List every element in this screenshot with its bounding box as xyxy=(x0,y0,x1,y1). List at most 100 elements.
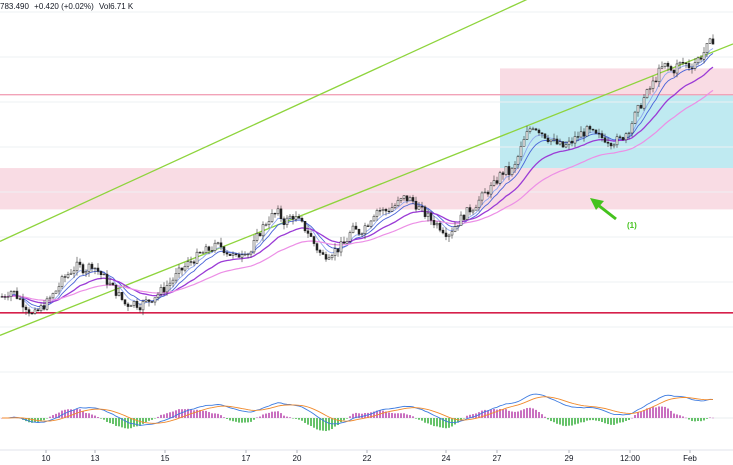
osc-histogram-bar xyxy=(340,418,342,423)
osc-histogram-bar xyxy=(532,408,534,418)
candle-body xyxy=(459,214,463,226)
candle-body xyxy=(288,215,292,219)
candle-body xyxy=(120,292,124,300)
candle-body xyxy=(222,246,226,254)
candle-body xyxy=(696,57,700,63)
candle-body xyxy=(603,137,607,143)
osc-histogram-bar xyxy=(595,418,597,421)
candle-body xyxy=(225,252,229,255)
candle-body xyxy=(375,210,379,217)
osc-histogram-bar xyxy=(403,413,405,418)
osc-histogram-bar xyxy=(487,410,489,418)
osc-histogram-bar xyxy=(145,418,147,423)
candle-body xyxy=(324,254,328,260)
candle-body xyxy=(108,282,112,285)
lower-pink-zone xyxy=(0,168,733,210)
candle-body xyxy=(9,291,13,297)
candle-body xyxy=(606,141,610,144)
candle-body xyxy=(3,296,7,298)
osc-histogram-bar xyxy=(241,418,243,423)
candle-body xyxy=(660,66,664,69)
x-tick-label: 13 xyxy=(91,454,100,463)
osc-histogram-bar xyxy=(100,418,102,419)
candle-body xyxy=(144,299,148,302)
osc-histogram-bar xyxy=(280,413,282,418)
candle-body xyxy=(417,206,421,210)
candle-body xyxy=(594,129,598,134)
candle-body xyxy=(453,226,457,232)
osc-histogram-bar xyxy=(268,412,270,418)
ema-fast-line xyxy=(1,48,714,310)
candle-body xyxy=(66,274,70,278)
osc-histogram-bar xyxy=(115,418,117,426)
candle-body xyxy=(30,312,34,315)
candle-body xyxy=(639,105,643,109)
x-tick-label: Feb xyxy=(683,454,697,463)
candle-body xyxy=(699,57,703,60)
osc-histogram-bar xyxy=(553,418,555,423)
candle-body xyxy=(435,222,439,226)
x-tick-label: 12:00 xyxy=(620,454,641,463)
candle-body xyxy=(216,242,220,244)
candle-body xyxy=(114,284,118,296)
osc-histogram-bar xyxy=(157,416,159,418)
candle-body xyxy=(21,298,25,308)
osc-histogram-bar xyxy=(412,416,414,418)
candle-body xyxy=(384,208,388,212)
osc-histogram-bar xyxy=(256,417,258,418)
macd-line xyxy=(2,393,714,426)
candle-body xyxy=(237,254,241,258)
x-tick-label: 20 xyxy=(293,454,302,463)
osc-histogram-bar xyxy=(349,416,351,418)
candle-body xyxy=(267,221,271,225)
osc-histogram-bar xyxy=(469,414,471,418)
candle-body xyxy=(6,296,10,298)
candle-body xyxy=(558,141,562,145)
osc-histogram-bar xyxy=(169,412,171,418)
osc-histogram-bar xyxy=(535,409,537,418)
candle-body xyxy=(591,128,595,131)
candle-body xyxy=(534,128,538,131)
osc-histogram-bar xyxy=(589,418,591,421)
candle-body xyxy=(642,97,646,109)
candle-body xyxy=(219,242,223,248)
osc-histogram-bar xyxy=(646,408,648,418)
osc-histogram-bar xyxy=(685,417,687,419)
candle-body xyxy=(516,156,520,165)
osc-histogram-bar xyxy=(361,413,363,418)
candle-body xyxy=(72,270,76,274)
candle-body xyxy=(573,136,577,144)
candle-body xyxy=(54,290,58,294)
ema-mid-line xyxy=(1,53,714,308)
annotation-label: (1) xyxy=(627,221,637,230)
ema-long-line xyxy=(2,89,714,302)
candle-body xyxy=(561,141,565,148)
header-change: +0.420 (+0.02%) xyxy=(34,2,94,11)
candle-body xyxy=(432,220,436,226)
osc-histogram-bar xyxy=(574,418,576,425)
candle-body xyxy=(135,301,139,308)
osc-histogram-bar xyxy=(154,418,156,419)
osc-histogram-bar xyxy=(556,418,558,424)
candle-body xyxy=(402,195,406,199)
osc-histogram-bar xyxy=(502,409,504,418)
osc-histogram-bar xyxy=(343,418,345,421)
candle-body xyxy=(666,62,670,67)
candle-body xyxy=(240,254,244,258)
candle-body xyxy=(381,208,385,211)
candle-body xyxy=(429,212,433,221)
candle-body xyxy=(24,306,28,310)
candle-body xyxy=(585,126,589,137)
candle-body xyxy=(129,305,133,307)
candle-body xyxy=(378,210,382,212)
osc-histogram-bar xyxy=(571,418,573,426)
candle-body xyxy=(42,305,46,310)
candle-body xyxy=(426,212,430,217)
candle-body xyxy=(357,229,361,235)
candle-body xyxy=(300,217,304,222)
annotation-arrow-head xyxy=(590,198,604,210)
candle-body xyxy=(258,233,262,237)
osc-histogram-bar xyxy=(148,418,150,421)
candle-body xyxy=(249,251,253,255)
